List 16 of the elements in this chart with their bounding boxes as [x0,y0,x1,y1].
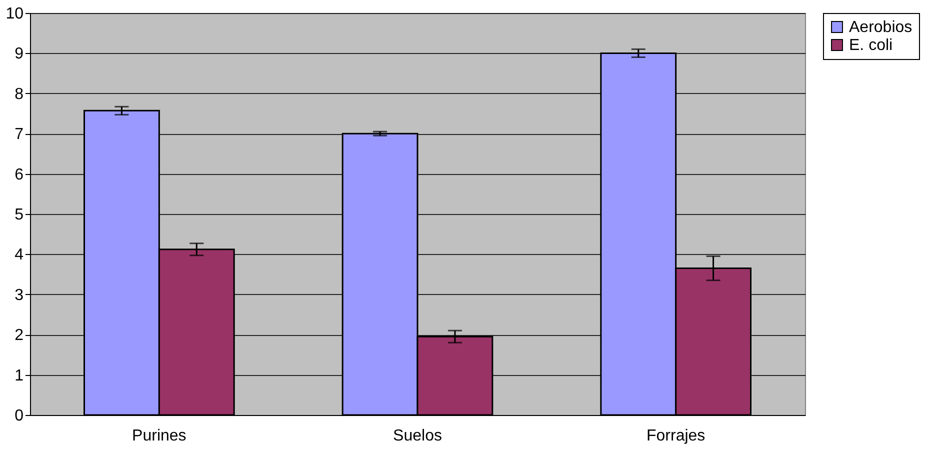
x-tick-label: Suelos [393,428,442,444]
y-tick-label: 1 [14,367,24,384]
y-tick-label: 3 [14,286,24,304]
y-tick-label: 0 [14,408,24,424]
y-tick-label: 4 [14,246,24,264]
y-tick-label: 8 [14,86,24,103]
y-tick-label: 7 [14,126,24,144]
legend-label: E. coli [849,37,893,54]
legend-label: Aerobios [849,19,912,36]
y-tick-label: 6 [14,166,24,184]
x-tick-label: Forrajes [646,428,706,444]
y-tick-label: 10 [6,6,24,22]
y-tick-label: 2 [14,327,24,344]
x-tick-label: Purines [132,428,186,444]
y-tick-label: 5 [14,206,24,224]
y-tick-label: 9 [14,46,24,63]
